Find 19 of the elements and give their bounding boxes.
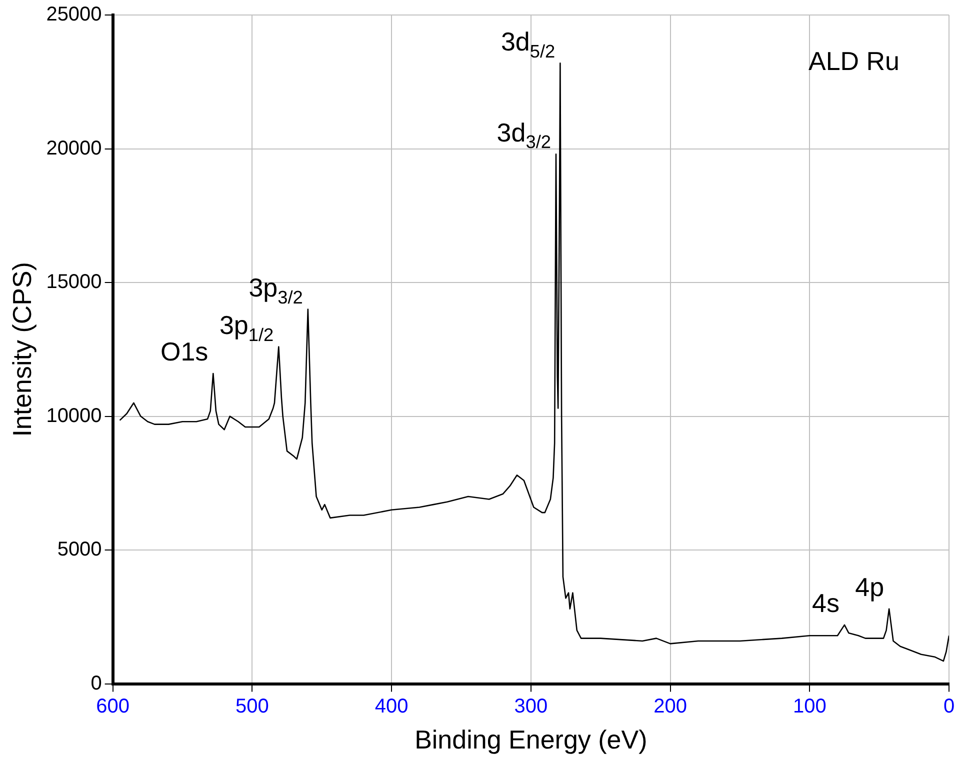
y-tick-label: 0	[90, 672, 102, 694]
x-tick-label: 300	[514, 695, 548, 718]
x-axis-title: Binding Energy (eV)	[414, 724, 648, 755]
y-tick-label: 25000	[46, 4, 102, 26]
x-tick-label: 200	[654, 695, 687, 718]
x-tick-label: 500	[235, 695, 269, 718]
x-tick-label: 0	[943, 695, 955, 718]
y-tick-label: 20000	[46, 137, 102, 160]
x-tick-label: 600	[96, 695, 130, 718]
y-tick-label: 10000	[46, 404, 102, 427]
y-axis-title: Intensity (CPS)	[6, 262, 37, 437]
y-tick-label: 5000	[57, 538, 102, 561]
annotation: 4s	[812, 588, 840, 618]
x-tick-label: 100	[792, 695, 826, 718]
annotation: O1s	[160, 336, 208, 367]
annotation: 4p	[855, 572, 884, 602]
y-tick-label: 15000	[46, 271, 102, 294]
x-tick-label: 400	[374, 695, 408, 718]
annotation: ALD Ru	[808, 46, 900, 76]
